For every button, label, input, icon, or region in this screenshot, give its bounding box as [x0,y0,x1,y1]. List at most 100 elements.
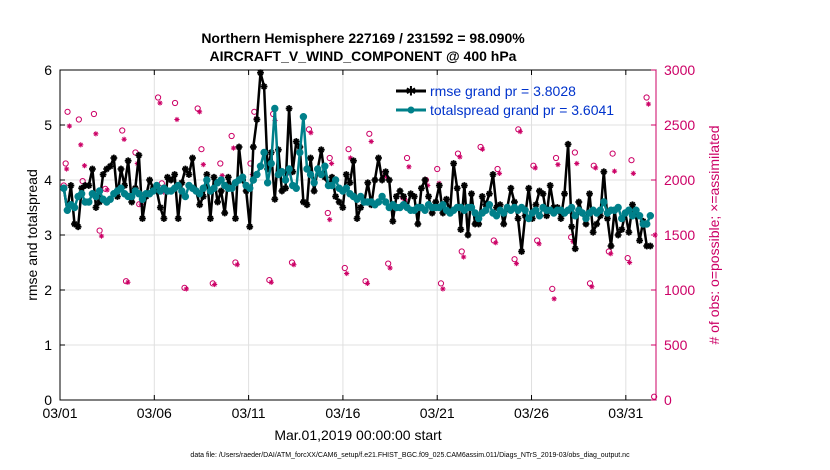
spread-point [178,187,186,195]
rmse-point [303,201,311,209]
obs-assimilated-marker [174,116,180,123]
spread-point [618,214,626,223]
rmse-point [103,165,111,173]
rmse-point [539,190,547,198]
rmse-point [614,231,622,239]
obs-possible-marker [198,146,205,153]
spread-point [246,184,254,192]
rmse-point [74,223,82,231]
obs-possible-marker [326,154,333,162]
y-right-tick-label: 2000 [664,172,695,188]
spread-point [321,162,329,170]
obs-possible-marker [437,280,445,287]
rmse-point [235,143,243,151]
obs-assimilated-marker [93,131,99,137]
obs-assimilated-marker [532,165,538,171]
obs-assimilated-marker [212,281,218,288]
y-tick-label: 4 [44,172,52,188]
legend: ✱ rmse grand pr = 3.8028 totalspread gra… [396,83,614,118]
y-tick-label: 2 [44,282,52,298]
obs-assimilated-marker [234,262,240,268]
spread-point [95,187,104,195]
rmse-point [514,215,522,222]
obs-assimilated-marker [574,160,580,167]
y-right-tick-label: 0 [664,392,672,408]
spread-point [77,190,86,198]
obs-possible-marker [534,237,541,244]
spread-point [628,212,637,220]
obs-possible-marker [586,280,594,287]
spread-point [117,184,125,192]
spread-point [256,162,265,170]
rmse-point [557,215,565,222]
spread-point [267,159,275,168]
rmse-point [171,171,179,178]
rmse-point [124,157,132,165]
rmse-point [146,176,154,184]
rmse-point [167,176,175,184]
spread-point [474,214,483,223]
obs-assimilated-marker [513,261,520,267]
spread-point [525,214,533,223]
rmse-point [586,190,593,198]
spread-point [521,206,529,214]
rmse-point [604,215,611,222]
obs-possible-marker [217,160,224,167]
obs-assimilated-marker [308,130,314,136]
spread-point [296,148,304,157]
spread-point [356,192,365,201]
spread-point [567,203,576,212]
x-axis-label: Mar.01,2019 00:00:00 start [274,427,441,443]
obs-assimilated-marker [517,129,523,135]
rmse-point [332,193,339,200]
y-tick-label: 3 [44,227,52,243]
rmse-point [425,193,432,200]
obs-possible-marker [96,227,103,234]
spread-point [203,176,211,184]
spread-point [285,165,293,173]
spread-point [439,201,447,209]
rmse-point [589,228,597,236]
y-right-tick-label: 1500 [664,227,695,243]
rmse-point [271,195,279,203]
rmse-point [646,242,654,250]
x-tick-label: 03/11 [232,405,266,421]
rmse-point [106,162,114,170]
obs-possible-marker [75,116,82,123]
y-right-tick-label: 500 [664,337,688,353]
rmse-point [282,184,289,192]
spread-point [646,212,655,220]
chart-title-line2: AIRCRAFT_V_WIND_COMPONENT @ 400 hPa [210,48,517,64]
spread-point [378,192,386,201]
obs-possible-marker [228,132,235,140]
rmse-point [135,151,143,159]
obs-possible-marker [341,264,348,272]
rmse-point [489,171,497,178]
spread-point [106,195,114,203]
rmse-point [232,215,239,222]
x-tick-label: 03/01 [42,405,77,421]
obs-assimilated-marker [104,187,110,193]
y-tick-label: 5 [44,117,52,133]
rmse-point [485,190,493,198]
obs-possible-marker [119,127,126,134]
obs-assimilated-marker [364,280,371,286]
rmse-point [607,242,615,250]
y-tick-label: 6 [44,62,52,78]
rmse-point [160,215,168,222]
rmse-point [525,184,533,192]
rmse-point [117,165,125,173]
rmse-point [307,154,314,162]
obs-possible-marker [366,130,373,137]
obs-possible-marker [651,393,658,400]
obs-assimilated-marker [551,296,557,302]
rmse-point [400,193,407,200]
y-axis-label: rmse and totalspread [24,169,40,301]
obs-assimilated-marker [344,270,350,277]
y-tick-label: 1 [44,337,52,353]
obs-possible-marker [154,94,162,101]
obs-assimilated-marker [496,170,503,176]
y-tick-label: 0 [44,392,52,408]
legend-spread-label: totalspread grand pr = 3.6041 [430,102,614,118]
obs-possible-marker [90,110,98,118]
